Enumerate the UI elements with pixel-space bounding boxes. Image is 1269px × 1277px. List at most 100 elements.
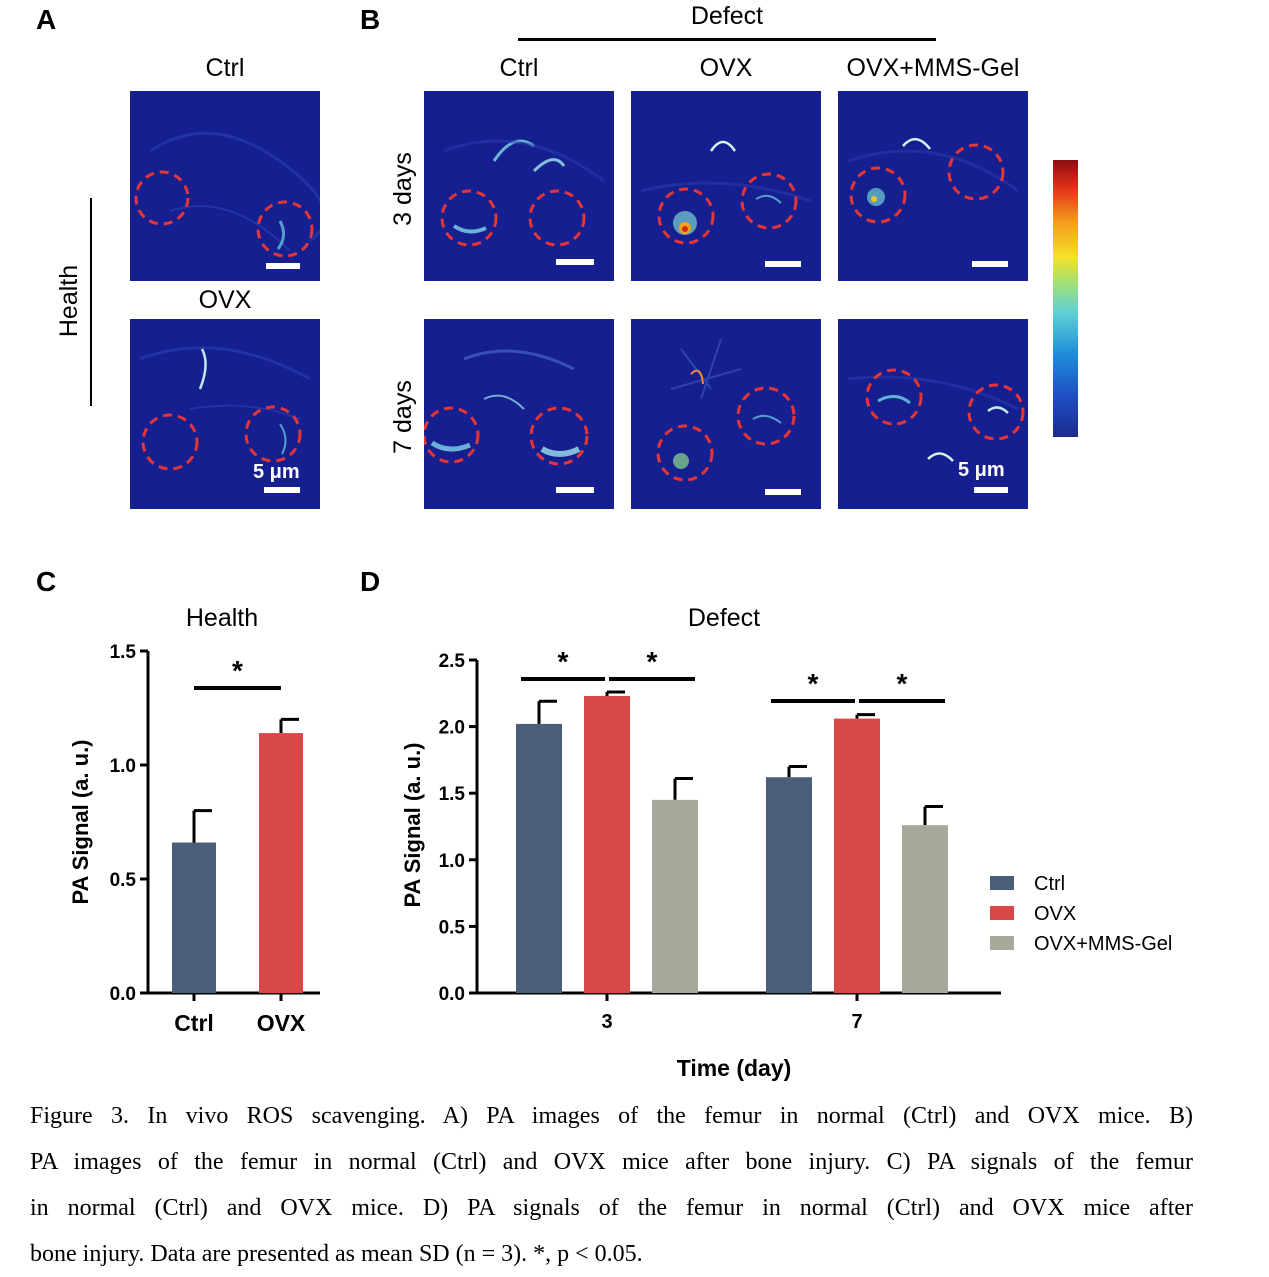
bar-ovx-day-3	[584, 695, 630, 993]
pa-image-defect-ovx-3d	[631, 91, 821, 281]
y-tick-label: 1.0	[110, 756, 136, 777]
scale-bar	[765, 489, 801, 495]
y-tick-label: 2.0	[439, 718, 465, 739]
panel-label-b: B	[360, 4, 381, 35]
bar-ctrl	[172, 842, 216, 993]
legend-swatch	[990, 876, 1014, 890]
roi-circle	[528, 189, 586, 247]
scale-bar	[765, 261, 801, 267]
pa-image-content	[640, 140, 812, 245]
roi-circle	[134, 170, 190, 226]
bar-ctrl-day-3	[516, 723, 562, 993]
y-tick-label: 0.0	[439, 984, 465, 1005]
bar-ovx-day-7	[834, 718, 880, 993]
panel-a-title-ovx: OVX	[198, 286, 252, 314]
defect-group-label: Defect	[690, 2, 764, 30]
scale-bar	[264, 487, 300, 493]
panel-label-a: A	[36, 4, 57, 35]
chart-d-ylabel: PA Signal (a. u.)	[400, 742, 425, 907]
pa-image-defect-ctrl-7d	[424, 319, 614, 509]
panel-label-d: D	[360, 566, 381, 597]
legend-swatch	[990, 936, 1014, 950]
chart-c: Health PA Signal (a. u.) 0.0 0.5 1.0 1.5 Ctr…	[68, 604, 320, 1036]
roi-circle	[424, 406, 480, 464]
legend-swatch	[990, 906, 1014, 920]
chart-d: Defect PA Signal (a. u.) Time (day) 0.0 0…	[400, 604, 1172, 1081]
legend-label: Ctrl	[1034, 873, 1065, 895]
panel-b-title-ovx: OVX	[699, 54, 753, 82]
panel-b-title-ctrl: Ctrl	[499, 54, 539, 82]
y-tick-label: 1.5	[110, 642, 137, 663]
significance-star: *	[808, 668, 819, 699]
pa-image-content	[847, 138, 1019, 224]
roi-circle	[256, 200, 314, 258]
caption-line: bone injury. Data are presented as mean …	[30, 1241, 643, 1267]
pa-image-content	[656, 338, 796, 482]
chart-c-title: Health	[186, 604, 258, 632]
pa-image-content	[847, 368, 1025, 462]
pa-image-health-ctrl	[130, 91, 320, 281]
pa-image-health-ovx: 5 μm	[130, 319, 320, 509]
chart-d-title: Defect	[688, 604, 760, 632]
panel-b-title-gel: OVX+MMS-Gel	[846, 54, 1020, 82]
pa-image-defect-gel-3d	[838, 91, 1028, 281]
scale-bar	[972, 261, 1008, 267]
roi-circle	[740, 172, 798, 230]
pa-image-defect-gel-7d: 5 μm	[838, 319, 1028, 509]
legend-label: OVX	[1034, 903, 1076, 925]
legend-label: OVX+MMS-Gel	[1034, 933, 1172, 955]
roi-circle	[529, 406, 589, 466]
significance-star: *	[558, 646, 569, 677]
panel-a-title-ctrl: Ctrl	[205, 54, 245, 82]
health-bracket-line	[90, 198, 92, 406]
significance-star: *	[647, 646, 658, 677]
roi-circle	[967, 383, 1025, 441]
roi-circle	[656, 424, 714, 482]
scale-text: 5 μm	[253, 461, 300, 483]
chart-c-ylabel: PA Signal (a. u.)	[68, 739, 93, 904]
x-tick-label: 7	[851, 1011, 862, 1033]
row-label-3-days: 3 days	[389, 152, 417, 226]
x-tick-label: OVX	[257, 1010, 306, 1036]
bar-ovx-mms-gel-day-7	[902, 825, 948, 993]
health-side-label: Health	[55, 264, 83, 338]
roi-circle	[657, 187, 715, 245]
significance-star: *	[897, 668, 908, 699]
scale-bar	[556, 487, 594, 493]
y-tick-label: 2.5	[439, 651, 466, 672]
x-tick-label: Ctrl	[174, 1010, 214, 1036]
scale-bar	[974, 487, 1008, 493]
scale-bar	[556, 259, 594, 265]
pa-image-content	[134, 131, 320, 258]
bar-ovx	[259, 733, 303, 993]
bar-ovx-mms-gel-day-3	[652, 799, 698, 993]
roi-circle	[849, 166, 907, 224]
roi-circle	[865, 368, 923, 426]
bar-ctrl-day-7	[766, 777, 812, 993]
significance-star: *	[232, 655, 243, 686]
panel-label-c: C	[36, 566, 57, 597]
y-tick-label: 0.5	[110, 870, 137, 891]
y-tick-label: 1.5	[439, 784, 466, 805]
y-tick-label: 0.5	[439, 917, 466, 938]
y-tick-label: 0.0	[110, 984, 136, 1005]
roi-circle	[244, 405, 302, 463]
caption-line: PA images of the femur in normal (Ctrl) …	[30, 1149, 1193, 1175]
pa-image-content	[424, 349, 589, 466]
figure-caption: Figure 3. In vivo ROS scavenging. A) PA …	[30, 1093, 1193, 1277]
roi-circle	[141, 413, 199, 471]
pa-image-content	[440, 139, 605, 247]
pa-image-defect-ovx-7d	[631, 319, 821, 509]
pa-image-defect-ctrl-3d	[424, 91, 614, 281]
caption-line: Figure 3. In vivo ROS scavenging. A) PA …	[30, 1103, 1193, 1129]
defect-bracket-line	[518, 38, 936, 41]
y-tick-label: 1.0	[439, 851, 465, 872]
scale-bar	[266, 263, 300, 269]
roi-circle	[736, 386, 796, 446]
pa-image-content	[139, 346, 311, 471]
caption-line: in normal (Ctrl) and OVX mice. D) PA sig…	[30, 1195, 1193, 1221]
roi-circle	[440, 189, 498, 247]
x-tick-label: 3	[601, 1011, 612, 1033]
scale-text: 5 μm	[958, 459, 1005, 481]
roi-circle	[947, 143, 1005, 201]
